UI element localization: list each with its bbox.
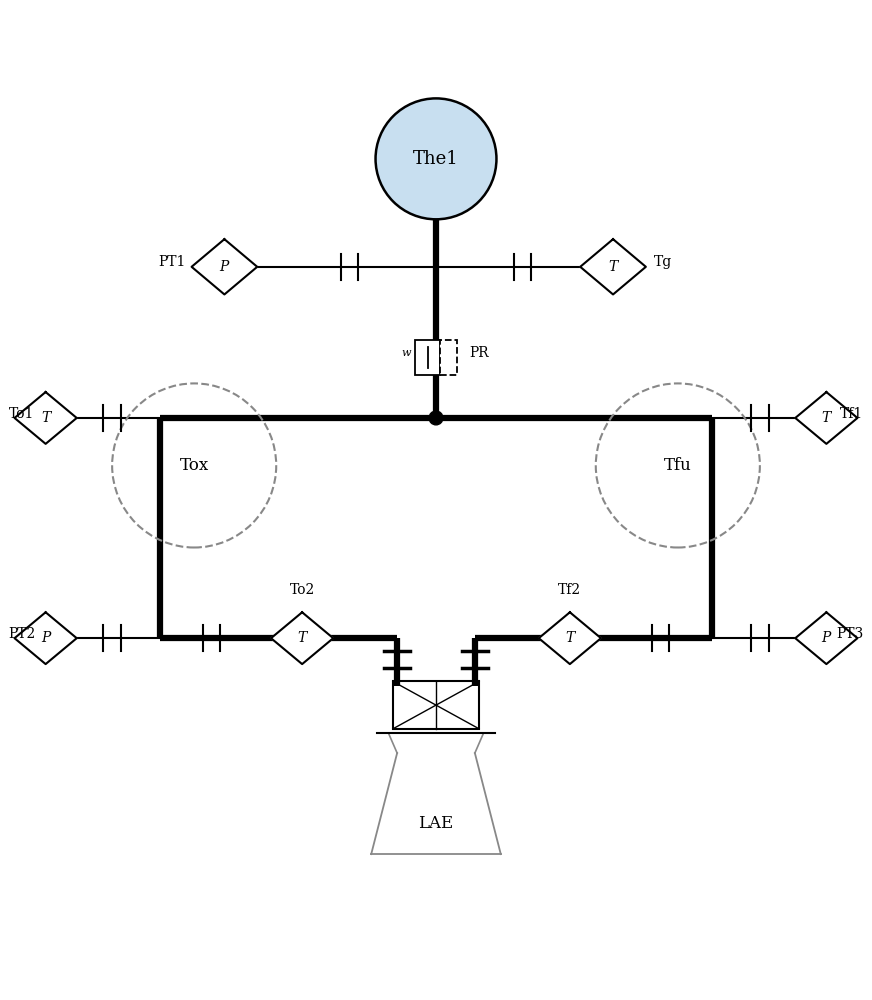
Bar: [440, 340, 457, 375]
Bar: [392, 681, 480, 729]
Text: PT3: PT3: [836, 627, 863, 641]
Polygon shape: [580, 239, 646, 294]
Polygon shape: [539, 612, 601, 664]
Text: P: P: [821, 631, 831, 645]
Text: To1: To1: [9, 407, 34, 421]
Text: To2: To2: [290, 583, 315, 597]
Circle shape: [429, 411, 443, 425]
Bar: [415, 340, 440, 375]
Text: T: T: [609, 260, 617, 274]
Text: PT2: PT2: [9, 627, 36, 641]
Polygon shape: [795, 392, 857, 444]
Polygon shape: [271, 612, 333, 664]
Text: Tox: Tox: [180, 457, 208, 474]
Text: T: T: [41, 411, 51, 425]
Circle shape: [376, 98, 496, 219]
Text: PT1: PT1: [158, 255, 186, 269]
Polygon shape: [795, 612, 857, 664]
Text: T: T: [297, 631, 307, 645]
Text: PR: PR: [470, 346, 489, 360]
Text: T: T: [821, 411, 831, 425]
Text: Tfu: Tfu: [664, 457, 691, 474]
Text: Tf2: Tf2: [558, 583, 582, 597]
Polygon shape: [15, 392, 77, 444]
Text: Tg: Tg: [654, 255, 672, 269]
Text: T: T: [565, 631, 575, 645]
Text: P: P: [220, 260, 229, 274]
Text: w: w: [401, 348, 411, 358]
Text: LAE: LAE: [419, 815, 453, 832]
Polygon shape: [15, 612, 77, 664]
Text: The1: The1: [413, 150, 459, 168]
Text: P: P: [41, 631, 51, 645]
Polygon shape: [192, 239, 257, 294]
Text: Tf1: Tf1: [841, 407, 863, 421]
